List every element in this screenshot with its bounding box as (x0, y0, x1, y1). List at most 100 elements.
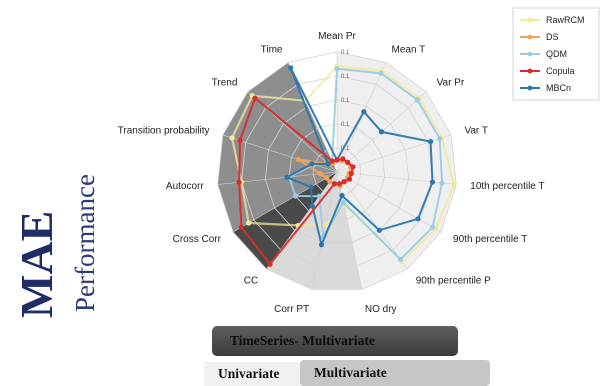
series-point-copula (236, 179, 242, 185)
tick-label: 0.1 (341, 122, 350, 128)
corr-sector (266, 172, 362, 290)
timeseries-multivariate-label: TimeSeries- Multivariate (230, 333, 375, 348)
univariate-label: Univariate (218, 366, 280, 381)
series-point-mbcn (309, 161, 315, 167)
series-point-mbcn (429, 179, 436, 185)
grid-spoke (336, 171, 442, 233)
series-point-qdm (430, 224, 436, 230)
grid-spoke (336, 171, 457, 185)
series-point-copula (267, 261, 273, 267)
series-point-mbcn (339, 192, 345, 199)
series-point-copula (345, 159, 351, 165)
series-point-mbcn (378, 129, 385, 135)
legend-label-ds: DS (546, 32, 559, 42)
series-point-qdm (316, 193, 322, 199)
axis-label: Trend (212, 77, 238, 88)
tick-label: 0.1 (341, 50, 350, 56)
radar-axis-labels: Mean Pr Mean T Var Pr Var T 10th percentile … (118, 31, 545, 315)
series-point-rawrcm (323, 222, 329, 228)
series-point-mbcn (376, 227, 382, 233)
series-point-mbcn (284, 174, 290, 180)
axis-label: CC (244, 275, 258, 286)
axis-label: Transition probability (118, 126, 210, 137)
grid-ring (312, 147, 362, 196)
legend-marker-rawrcm (527, 17, 533, 23)
timeseries-multivariate-bar: TimeSeries- Multivariate (212, 326, 458, 356)
grid-spoke (336, 171, 408, 270)
grid-ring (288, 123, 386, 220)
series-point-copula (348, 170, 354, 177)
series-point-copula (346, 176, 353, 182)
series-point-copula (336, 181, 343, 187)
series-point-qdm (414, 97, 420, 103)
series-point-qdm (397, 256, 404, 262)
legend-label-mbcn: MBCn (546, 83, 571, 93)
series-point-mbcn (361, 109, 367, 115)
legend-label-rawrcm: RawRCM (546, 15, 585, 25)
series-point-copula (329, 158, 335, 164)
series-point-qdm (437, 136, 443, 142)
series-point-copula (340, 156, 346, 162)
tick-label: 0.1 (341, 98, 350, 104)
multivariate-label: Multivariate (314, 365, 387, 380)
legend-marker-mbcn (527, 85, 533, 91)
axis-label: Mean T (392, 45, 426, 56)
axis-label: Time (261, 45, 283, 56)
series-line-mbcn (285, 66, 434, 246)
grid-spoke (311, 171, 338, 290)
series-point-mbcn (415, 216, 421, 222)
axis-label: 10th percentile T (470, 181, 544, 192)
series-point-ds (317, 171, 323, 177)
metric-title: MAE (11, 210, 62, 318)
axis-label: Mean Pr (318, 31, 356, 42)
series-point-ds (295, 156, 301, 162)
series-point-qdm (334, 66, 340, 72)
series-point-copula (334, 157, 340, 163)
grid-ring (217, 51, 457, 290)
univariate-bar: Univariate (204, 362, 306, 386)
series-point-copula (237, 137, 243, 144)
series-point-ds (324, 175, 330, 181)
series-point-qdm (340, 199, 347, 206)
series-point-qdm (439, 180, 445, 186)
series-point-copula (331, 181, 338, 187)
multivariate-bar: Multivariate (300, 360, 490, 386)
axis-label: 90th percentile P (416, 275, 491, 286)
legend-marker-ds (527, 34, 533, 40)
axis-label: Var Pr (437, 77, 465, 88)
series-point-mbcn (308, 184, 314, 190)
axis-label: Cross Corr (173, 234, 222, 245)
series-point-qdm (292, 193, 299, 199)
series-point-rawrcm (229, 135, 235, 141)
series-point-copula (341, 179, 347, 185)
axis-label: Var T (464, 126, 488, 137)
series-point-mbcn (427, 138, 434, 145)
series-point-mbcn (309, 203, 315, 209)
chart-legend: RawRCM DS QDM Copula MBCn (512, 7, 600, 101)
grid-ring (264, 99, 410, 243)
axis-label: Corr PT (274, 304, 309, 315)
legend-label-qdm: QDM (546, 49, 567, 59)
grid-spoke (336, 171, 363, 290)
series-point-mbcn (318, 242, 325, 248)
radar-series (229, 63, 457, 267)
series-point-rawrcm (451, 181, 457, 187)
grid-ring (241, 75, 433, 267)
series-point-qdm (378, 70, 384, 76)
legend-marker-qdm (527, 51, 533, 57)
tick-label: 0.1 (341, 74, 350, 80)
series-point-copula (238, 224, 244, 230)
series-point-copula (350, 164, 356, 170)
series-point-copula (252, 95, 258, 101)
axis-label: Autocorr (166, 181, 204, 192)
axis-label: NO dry (365, 304, 397, 315)
tick-label: 0.1 (341, 146, 350, 152)
series-point-ds (327, 179, 333, 185)
metric-subtitle: Performance (70, 174, 100, 312)
legend-marker-copula (527, 68, 533, 74)
axis-label: 90th percentile T (453, 234, 527, 245)
series-point-rawrcm (246, 220, 252, 226)
series-point-mbcn (288, 65, 294, 71)
series-point-mbcn (325, 161, 331, 167)
